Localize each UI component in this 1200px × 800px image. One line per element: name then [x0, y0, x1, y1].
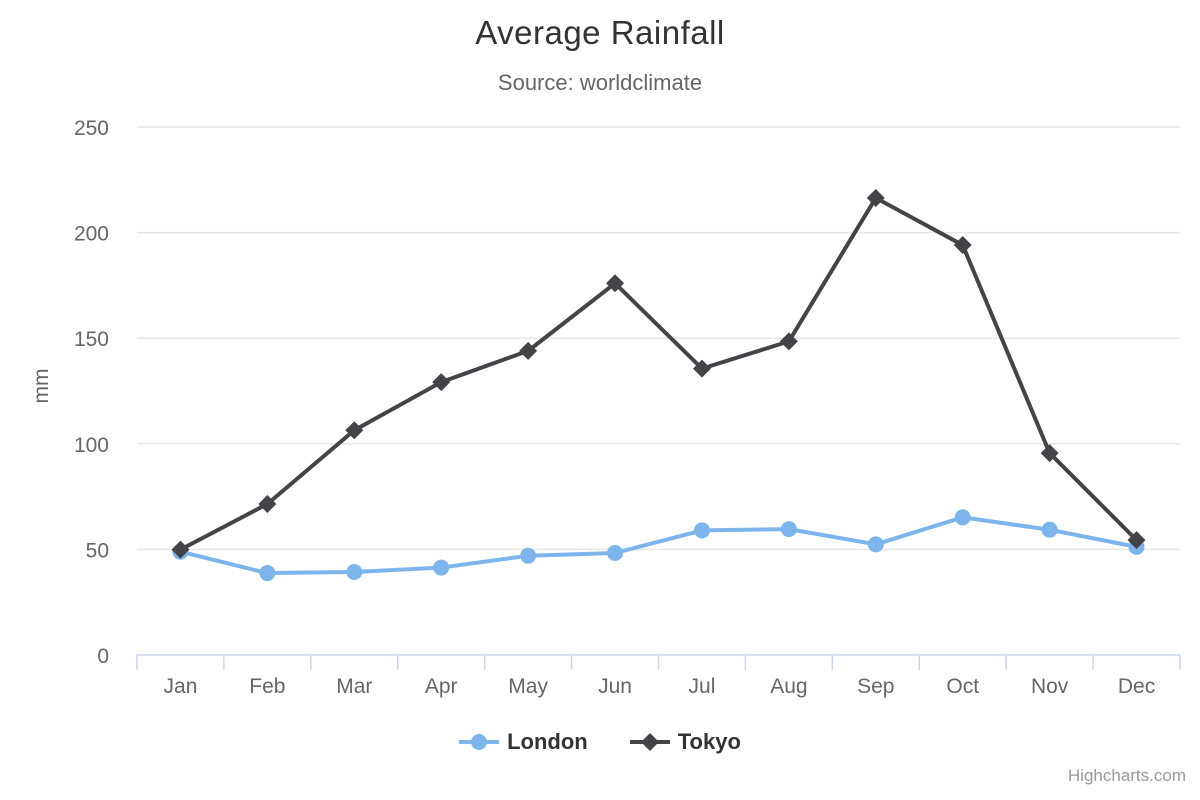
marker-tokyo-feb[interactable] — [258, 494, 277, 513]
marker-tokyo-jan[interactable] — [171, 540, 190, 559]
marker-london-sep[interactable] — [867, 536, 884, 553]
y-tick-label-0: 0 — [97, 645, 109, 668]
y-tick-label-100: 100 — [74, 434, 109, 457]
series-line-london — [178, 515, 1139, 576]
marker-london-feb[interactable] — [259, 565, 276, 582]
x-tick-label-apr: Apr — [425, 675, 458, 698]
x-tick-label-jan: Jan — [164, 675, 198, 698]
x-tick-label-oct: Oct — [946, 675, 979, 698]
marker-london-aug[interactable] — [780, 521, 797, 538]
marker-tokyo-dec[interactable] — [1127, 531, 1146, 550]
marker-tokyo-mar[interactable] — [345, 421, 364, 440]
marker-tokyo-jul[interactable] — [692, 359, 711, 378]
x-tick-label-aug: Aug — [770, 675, 807, 698]
y-tick-label-250: 250 — [74, 117, 109, 140]
london-series-marker-icon — [459, 731, 500, 753]
y-tick-label-150: 150 — [74, 328, 109, 351]
marker-tokyo-oct[interactable] — [953, 236, 972, 255]
x-tick-label-sep: Sep — [857, 675, 894, 698]
legend-label-tokyo: Tokyo — [677, 729, 741, 754]
legend-item-london[interactable]: London — [459, 729, 588, 755]
x-tick-label-dec: Dec — [1118, 675, 1155, 698]
marker-london-mar[interactable] — [346, 563, 363, 580]
chart-title: Average Rainfall — [475, 14, 725, 51]
marker-london-jun[interactable] — [607, 544, 624, 561]
marker-tokyo-sep[interactable] — [866, 188, 885, 207]
y-tick-label-200: 200 — [74, 223, 109, 246]
marker-london-oct[interactable] — [954, 509, 971, 526]
x-tick-label-jul: Jul — [689, 675, 716, 698]
tokyo-series-marker-icon — [629, 731, 670, 753]
y-tick-label-50: 50 — [86, 539, 109, 562]
highcharts-credit-link[interactable]: Highcharts.com — [1067, 766, 1186, 785]
legend-item-tokyo[interactable]: Tokyo — [629, 729, 741, 755]
marker-tokyo-aug[interactable] — [779, 332, 798, 351]
x-tick-label-may: May — [508, 675, 548, 698]
x-tick-label-nov: Nov — [1031, 675, 1069, 698]
legend: London Tokyo — [0, 729, 1200, 755]
x-tick-label-feb: Feb — [249, 675, 285, 698]
marker-london-apr[interactable] — [433, 559, 450, 576]
series-line-tokyo — [178, 195, 1139, 552]
marker-tokyo-nov[interactable] — [1040, 444, 1059, 463]
chart-subtitle: Source: worldclimate — [497, 70, 703, 95]
x-tick-label-mar: Mar — [336, 675, 372, 698]
legend-label-london: London — [507, 729, 588, 754]
marker-tokyo-apr[interactable] — [432, 373, 451, 392]
marker-london-may[interactable] — [520, 547, 537, 564]
x-tick-label-jun: Jun — [598, 675, 632, 698]
marker-london-jul[interactable] — [693, 522, 710, 539]
marker-tokyo-jun[interactable] — [606, 274, 625, 293]
marker-london-nov[interactable] — [1041, 521, 1058, 538]
y-axis-title: mm — [30, 368, 53, 404]
marker-tokyo-may[interactable] — [519, 341, 538, 360]
